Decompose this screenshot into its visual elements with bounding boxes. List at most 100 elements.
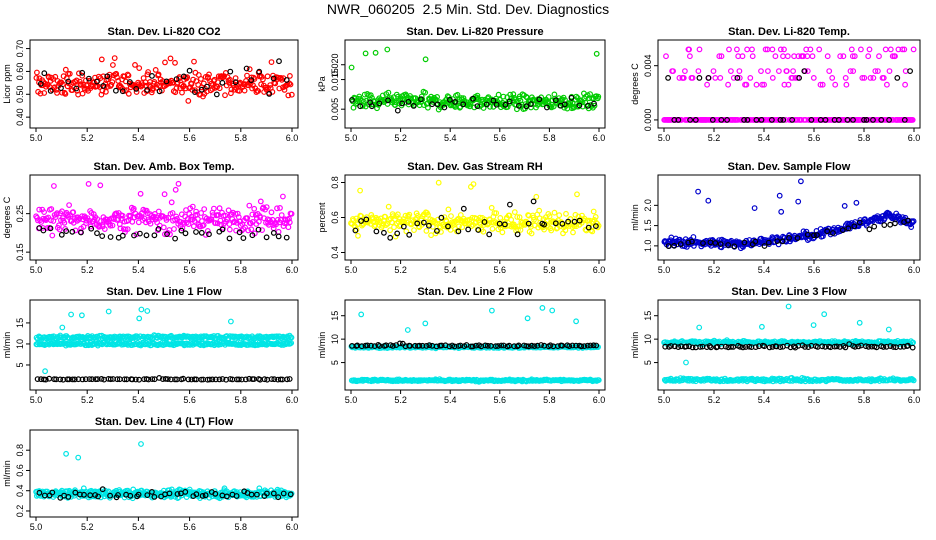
data-point xyxy=(717,241,724,248)
data-point xyxy=(595,377,602,384)
data-point xyxy=(156,375,163,381)
data-point xyxy=(48,217,54,224)
data-point xyxy=(706,343,713,349)
x-tick-label: 5.6 xyxy=(494,265,507,275)
data-point xyxy=(129,376,136,383)
data-point xyxy=(216,205,223,212)
data-point xyxy=(452,98,459,105)
data-point xyxy=(241,87,248,94)
x-tick-label: 6.0 xyxy=(286,133,299,143)
series-reference xyxy=(36,225,290,242)
data-point xyxy=(490,213,497,220)
data-point xyxy=(563,210,569,217)
data-point xyxy=(744,46,750,53)
data-point xyxy=(104,73,111,80)
data-point xyxy=(36,225,43,231)
data-point xyxy=(186,67,193,74)
data-point xyxy=(498,342,505,349)
data-point xyxy=(581,343,588,350)
data-point xyxy=(200,80,207,87)
data-point xyxy=(79,72,86,79)
data-point xyxy=(185,376,192,383)
data-point xyxy=(102,88,109,95)
data-point xyxy=(725,242,731,248)
plot-frame xyxy=(29,429,299,518)
plot-frame xyxy=(344,299,606,391)
data-point xyxy=(261,376,268,383)
data-point xyxy=(276,58,282,65)
data-point xyxy=(817,81,824,88)
data-point xyxy=(52,73,59,80)
data-point xyxy=(737,343,743,350)
data-point xyxy=(69,376,76,383)
data-point xyxy=(525,343,532,350)
data-point xyxy=(421,219,427,226)
data-point xyxy=(493,101,500,108)
x-tick-label: 5.4 xyxy=(132,522,145,532)
data-point xyxy=(78,312,85,319)
data-point xyxy=(819,343,826,350)
data-point xyxy=(358,343,365,350)
data-point xyxy=(385,203,392,210)
data-point xyxy=(524,315,531,322)
data-point xyxy=(96,223,103,229)
data-point xyxy=(222,92,228,99)
data-point xyxy=(219,226,226,233)
series-reference xyxy=(37,58,290,98)
panel-5: Stan. Dev. Gas Stream RH percent 5.0 5.2 5.4… xyxy=(317,161,606,275)
data-point xyxy=(148,489,155,495)
plot-frame xyxy=(29,39,299,129)
data-point xyxy=(885,326,892,333)
series-standard-deviation xyxy=(661,46,917,123)
x-tick-label: 5.2 xyxy=(81,395,94,405)
data-point xyxy=(500,93,507,100)
data-point xyxy=(712,240,719,246)
data-point xyxy=(115,492,121,498)
data-point xyxy=(126,79,133,85)
data-point xyxy=(549,307,556,314)
data-point xyxy=(150,85,156,92)
data-point xyxy=(411,227,417,234)
y-tick-label: 0.015 xyxy=(330,68,340,91)
data-point xyxy=(489,225,496,232)
data-point xyxy=(42,376,49,383)
data-point xyxy=(185,97,192,104)
data-point xyxy=(515,342,522,349)
panel-title: Stan. Dev. Amb. Box Temp. xyxy=(94,161,235,173)
y-tick-label: 0.15 xyxy=(15,243,25,261)
y-tick-label: 15 xyxy=(15,318,25,328)
data-point xyxy=(423,227,430,234)
data-point xyxy=(73,77,80,84)
y-tick-label: 0.50 xyxy=(15,86,25,104)
data-point xyxy=(286,376,293,382)
y-axis-label: Licor ppm xyxy=(2,64,12,104)
data-point xyxy=(480,228,487,235)
data-point xyxy=(850,116,856,123)
data-point xyxy=(483,101,490,108)
data-point xyxy=(385,89,392,96)
x-tick-label: 5.8 xyxy=(543,395,556,405)
y-axis-label: ml/min xyxy=(2,332,12,359)
data-point xyxy=(119,232,126,239)
data-point xyxy=(722,343,729,350)
series-reference xyxy=(34,375,293,383)
data-point xyxy=(692,116,699,123)
data-point xyxy=(758,68,764,74)
data-point xyxy=(225,207,232,214)
data-point xyxy=(473,219,479,225)
panel-title: Stan. Dev. Line 1 Flow xyxy=(106,286,222,298)
data-point xyxy=(206,231,212,238)
data-point xyxy=(486,231,493,238)
data-point xyxy=(131,214,138,221)
data-point xyxy=(163,78,170,85)
data-point xyxy=(434,227,440,234)
data-point xyxy=(227,318,234,325)
y-tick-label: 10 xyxy=(15,339,25,349)
x-tick-label: 5.2 xyxy=(394,265,407,275)
data-point xyxy=(66,376,72,383)
data-point xyxy=(717,74,724,81)
data-point xyxy=(348,64,355,71)
data-point xyxy=(566,343,573,350)
x-tick-label: 6.0 xyxy=(908,265,921,275)
